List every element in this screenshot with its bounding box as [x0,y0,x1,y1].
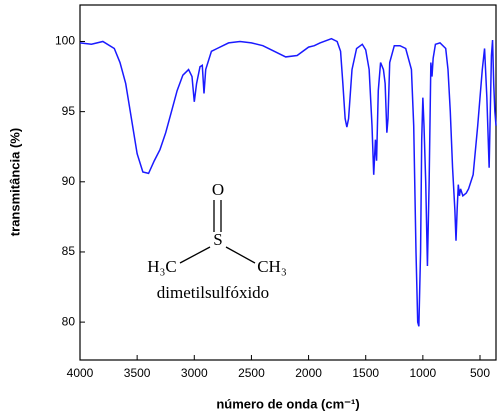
bond [225,246,256,264]
x-axis-title: número de onda (cm⁻¹) [216,396,359,411]
x-tick-label: 2500 [238,366,265,380]
atom-label: CH₃ [257,257,287,276]
x-tick-label: 3000 [181,366,208,380]
x-tick-label: 500 [470,366,490,380]
x-tick-label: 3500 [124,366,151,380]
y-axis-title: transmitância (%) [7,128,22,236]
y-tick-label: 85 [62,244,76,258]
compound-name: dimetilsulfóxido [157,283,269,302]
x-tick-label: 2000 [295,366,322,380]
y-tick-label: 80 [62,314,76,328]
spectrum-line [79,37,497,327]
y-tick-label: 100 [55,34,75,48]
atom-label: S [213,230,222,249]
bond [179,246,211,264]
y-tick-label: 95 [62,104,76,118]
atom-label: H₃C [147,257,177,276]
plot-frame [79,4,497,361]
y-tick-label: 90 [62,174,76,188]
x-tick-label: 1500 [352,366,379,380]
atom-label: O [212,180,224,199]
molecule: O S H₃C CH₃ dimetilsulfóxido [147,180,287,302]
x-tick-label: 4000 [67,366,94,380]
x-tick-label: 1000 [410,366,437,380]
